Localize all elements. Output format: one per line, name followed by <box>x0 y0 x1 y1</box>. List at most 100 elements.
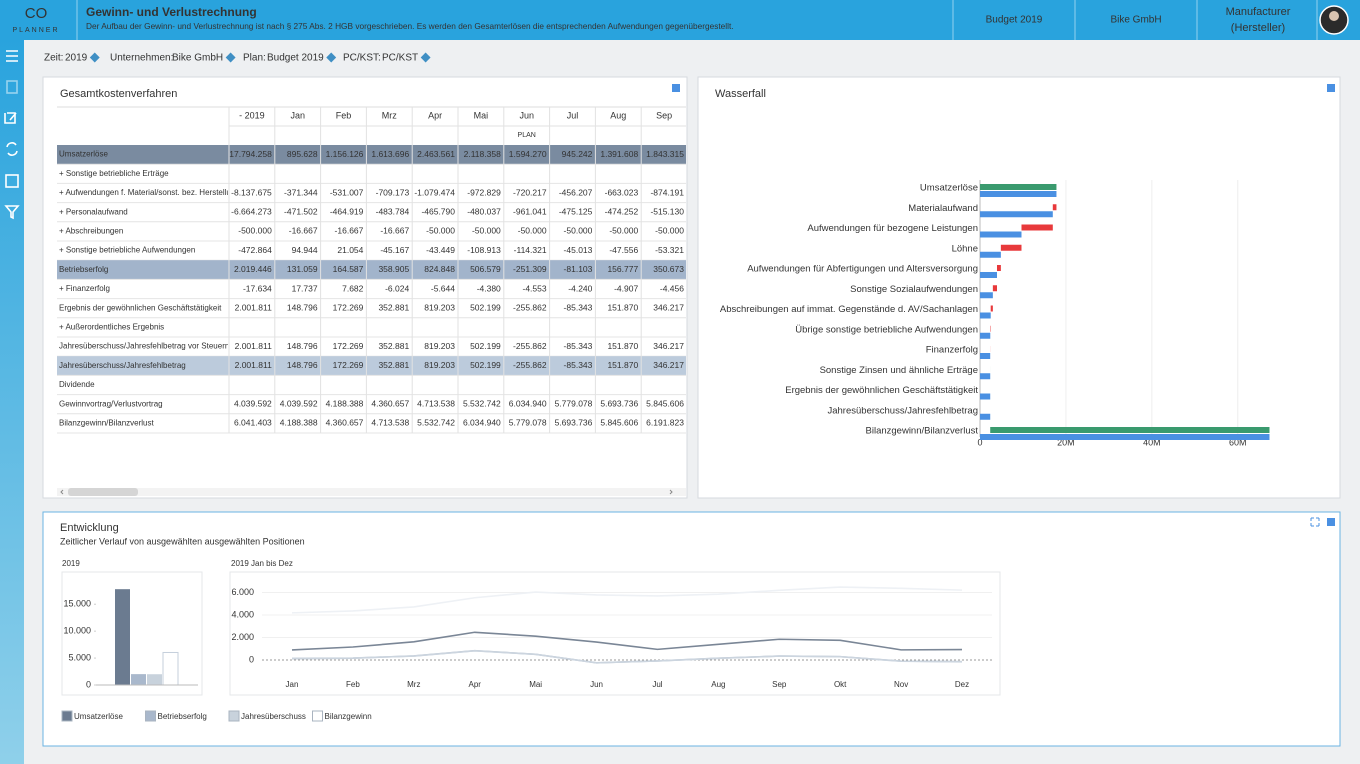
table-cell: 4.188.388 <box>280 418 318 428</box>
legend-label[interactable]: Bilanzgewinn <box>325 712 372 721</box>
legend-label[interactable]: Umsatzerlöse <box>74 712 123 721</box>
row-label-cell: + Abschreibungen <box>59 227 123 236</box>
page-title: Gewinn- und Verlustrechnung <box>86 5 257 19</box>
table-cell: 164.587 <box>333 264 364 274</box>
filter-value[interactable]: Bike GmbH <box>172 53 223 64</box>
table: - 2019 Jan Feb Mrz Apr Mai Jun Jul Aug Sep PLAN Ums… <box>57 106 686 434</box>
filter-value[interactable]: PC/KST <box>382 53 418 64</box>
chart-toggle-icon[interactable] <box>1327 84 1335 92</box>
header-cell[interactable]: Budget 2019 <box>986 15 1043 26</box>
avatar-face <box>1329 11 1339 21</box>
table-cell: 172.269 <box>333 302 364 312</box>
filter-label: Plan: <box>243 53 266 64</box>
scroll-arrows[interactable] <box>60 489 673 495</box>
legend-label[interactable]: Betriebserfolg <box>158 712 207 721</box>
row-label: Dividende <box>59 380 95 389</box>
chart-title: 2019 <box>62 559 80 568</box>
legend-swatch[interactable] <box>312 710 323 722</box>
waterfall-total <box>980 373 991 380</box>
filter-value[interactable]: 2019 <box>65 53 88 64</box>
table-cell: -16.667 <box>289 226 318 236</box>
header-cell[interactable]: Bike GmbH <box>1110 15 1161 26</box>
filter-icon[interactable] <box>4 205 20 220</box>
waterfall-total <box>980 292 993 299</box>
table-cell: 5.845.606 <box>600 418 638 428</box>
table-cell: -4.240 <box>568 283 592 293</box>
row-label-cell: Dividende <box>59 380 95 389</box>
table-cell: -464.919 <box>330 206 364 216</box>
y-tick-label: 0 <box>86 679 91 689</box>
x-tick-label: Mai <box>529 680 542 689</box>
table-cell: -4.380 <box>477 283 501 293</box>
table-cell: -85.343 <box>564 341 593 351</box>
table-cell: -45.167 <box>380 245 409 255</box>
table-cell: 151.870 <box>607 302 638 312</box>
scrollbar-thumb[interactable] <box>68 488 138 496</box>
y-tick-label: 2.000 <box>231 632 254 642</box>
table-cell: -874.191 <box>650 187 684 197</box>
chart-toggle-icon[interactable] <box>672 84 680 92</box>
table-cell: 350.673 <box>653 264 684 274</box>
table-cell: 4.713.538 <box>417 398 455 408</box>
category-label: Übrige sonstige betriebliche Aufwendunge… <box>795 324 978 335</box>
table-cell: -108.913 <box>467 245 501 255</box>
waterfall-total <box>980 353 991 359</box>
legend-swatch[interactable] <box>145 710 156 722</box>
legend-swatch[interactable] <box>228 710 240 722</box>
table-cell: 819.203 <box>424 341 455 351</box>
filter-icon[interactable] <box>89 52 100 63</box>
table-cell: 172.269 <box>333 341 364 351</box>
export-icon[interactable] <box>5 174 19 188</box>
table-cell: 4.360.657 <box>371 398 409 408</box>
y-tick-label: 5.000 <box>68 652 91 662</box>
scrollbar-track[interactable] <box>57 488 686 496</box>
table-cell: 6.034.940 <box>463 418 501 428</box>
waterfall-total <box>980 231 1022 238</box>
series-line <box>291 631 963 651</box>
column-header: Jun <box>519 110 534 120</box>
category-label: Umsatzerlöse <box>920 183 978 194</box>
table-cell: 346.217 <box>653 302 684 312</box>
table-cell: 895.628 <box>287 149 318 159</box>
waterfall-total <box>980 211 1053 218</box>
filter-icon[interactable] <box>225 52 236 63</box>
user-role: (Hersteller) <box>1231 22 1285 34</box>
waterfall-total <box>980 393 991 400</box>
table-cell: -16.667 <box>335 226 364 236</box>
filter-value[interactable]: Budget 2019 <box>267 53 324 64</box>
series-line <box>291 586 963 614</box>
refresh-icon[interactable] <box>6 142 18 156</box>
table-cell: -663.023 <box>605 187 639 197</box>
table-cell: -4.553 <box>522 283 546 293</box>
waterfall-total <box>980 312 991 319</box>
row-label: Jahresüberschuss/Jahresfehlbetrag vor St… <box>59 342 229 351</box>
save-icon[interactable] <box>6 80 18 94</box>
y-tick-label: 15.000 <box>63 599 91 609</box>
table-cell: 358.905 <box>378 264 409 274</box>
table-cell: -43.449 <box>426 245 455 255</box>
row-label-cell: + Personalaufwand <box>59 207 128 216</box>
table-cell: 5.693.736 <box>600 398 638 408</box>
table-cell: -5.644 <box>431 283 455 293</box>
column-header: Sep <box>656 110 672 120</box>
table-cell: 156.777 <box>607 264 638 274</box>
legend-label[interactable]: Jahresüberschuss <box>241 712 306 721</box>
category-label: Sonstige Sozialaufwendungen <box>850 284 978 295</box>
x-tick-label: Okt <box>834 680 847 689</box>
waterfall-total <box>980 413 991 420</box>
logo-mark: CO <box>25 5 48 22</box>
chart-toggle-icon[interactable] <box>1327 518 1335 526</box>
column-header: Mrz <box>382 110 397 120</box>
chart-title: 2019 Jan bis Dez <box>231 559 293 568</box>
row-label-cell: + Sonstige betriebliche Aufwendungen <box>59 246 195 255</box>
column-header: Jan <box>290 110 305 120</box>
y-tick-label: 6.000 <box>231 587 254 597</box>
edit-icon[interactable] <box>4 112 17 124</box>
legend-swatch[interactable] <box>61 710 73 722</box>
fullscreen-icon[interactable] <box>1310 517 1320 527</box>
waterfall-total <box>980 272 997 278</box>
menu-icon[interactable] <box>6 50 18 62</box>
row-label-cell: Umsatzerlöse <box>59 150 108 159</box>
row-label: + Finanzerfolg <box>59 284 110 293</box>
